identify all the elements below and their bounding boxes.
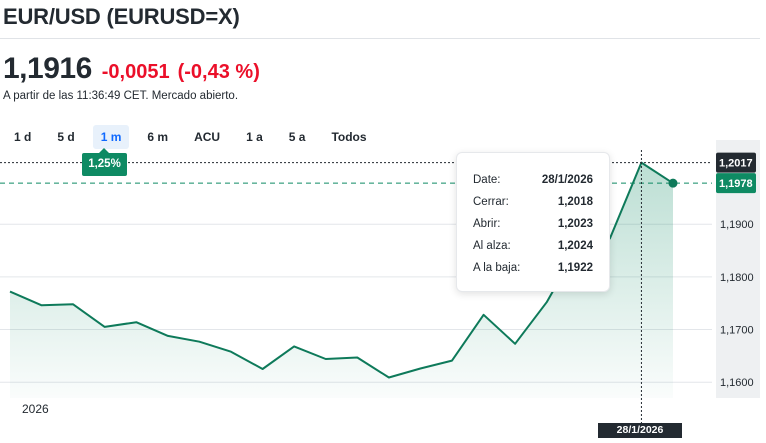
tab-ytd[interactable]: ACU [194,130,221,144]
hover-price-tag-label: 1,2017 [719,158,753,170]
tooltip-date-row: Date: 28/1/2026 [473,174,593,186]
tooltip-date-value: 28/1/2026 [541,174,593,186]
current-price-tag [716,173,756,194]
price-chart[interactable]: 1,1900 1,1800 1,1700 1,1600 1,2017 1,1978 [0,140,766,440]
tooltip-close-label: Cerrar: [473,196,509,208]
y-tick-label: 1,1900 [720,219,754,231]
last-point-marker [668,178,678,188]
current-price-tag-label: 1,1978 [719,178,753,190]
tooltip-high-value: 1,2024 [557,240,593,252]
chart-tooltip: Date: 28/1/2026 Cerrar: 1,2018 Abrir: 1,… [456,152,610,292]
tab-5d[interactable]: 5 d [57,130,75,144]
tab-5y[interactable]: 5 a [288,130,306,144]
tooltip-open-value: 1,2023 [557,218,593,230]
tab-6m[interactable]: 6 m [147,130,169,144]
y-tick-label: 1,1700 [720,325,754,337]
y-tick-label: 1,1600 [720,377,754,389]
tooltip-close-row: Cerrar: 1,2018 [473,196,593,208]
hover-price-tag [716,152,756,173]
range-tabs: 1 d 5 d 1 m 6 m ACU 1 a 5 a Todos [6,125,385,149]
y-tick-label: 1,1800 [720,272,754,284]
tab-all[interactable]: Todos [331,130,367,144]
x-axis-year-label: 2026 [22,402,49,416]
price-change-percent: (-0,43 %) [177,61,260,83]
tooltip-low-row: A la baja: 1,1922 [473,262,593,274]
tab-1m[interactable]: 1 m [92,125,130,149]
tooltip-low-value: 1,1922 [557,262,593,274]
tooltip-open-label: Abrir: [473,218,501,230]
tab-1d[interactable]: 1 d [14,130,32,144]
performance-badge: 1,25% [82,148,127,176]
series-area [10,162,673,398]
tooltip-low-label: A la baja: [473,262,521,274]
current-price: 1,1916 [3,52,92,85]
tooltip-high-label: Al alza: [473,240,511,252]
price-row: 1,1916 -0,0051 (-0,43 %) [3,52,260,86]
market-status: A partir de las 11:36:49 CET. Mercado ab… [3,90,239,102]
price-change: -0,0051 [101,61,170,83]
header-divider [0,38,760,39]
tooltip-close-value: 1,2018 [557,196,593,208]
tooltip-date-label: Date: [473,174,501,186]
x-axis-hover-date: 28/1/2026 [598,423,682,438]
tab-1y[interactable]: 1 a [246,130,263,144]
page-title: EUR/USD (EURUSD=X) [3,4,240,29]
tooltip-open-row: Abrir: 1,2023 [473,218,593,230]
tooltip-high-row: Al alza: 1,2024 [473,240,593,252]
